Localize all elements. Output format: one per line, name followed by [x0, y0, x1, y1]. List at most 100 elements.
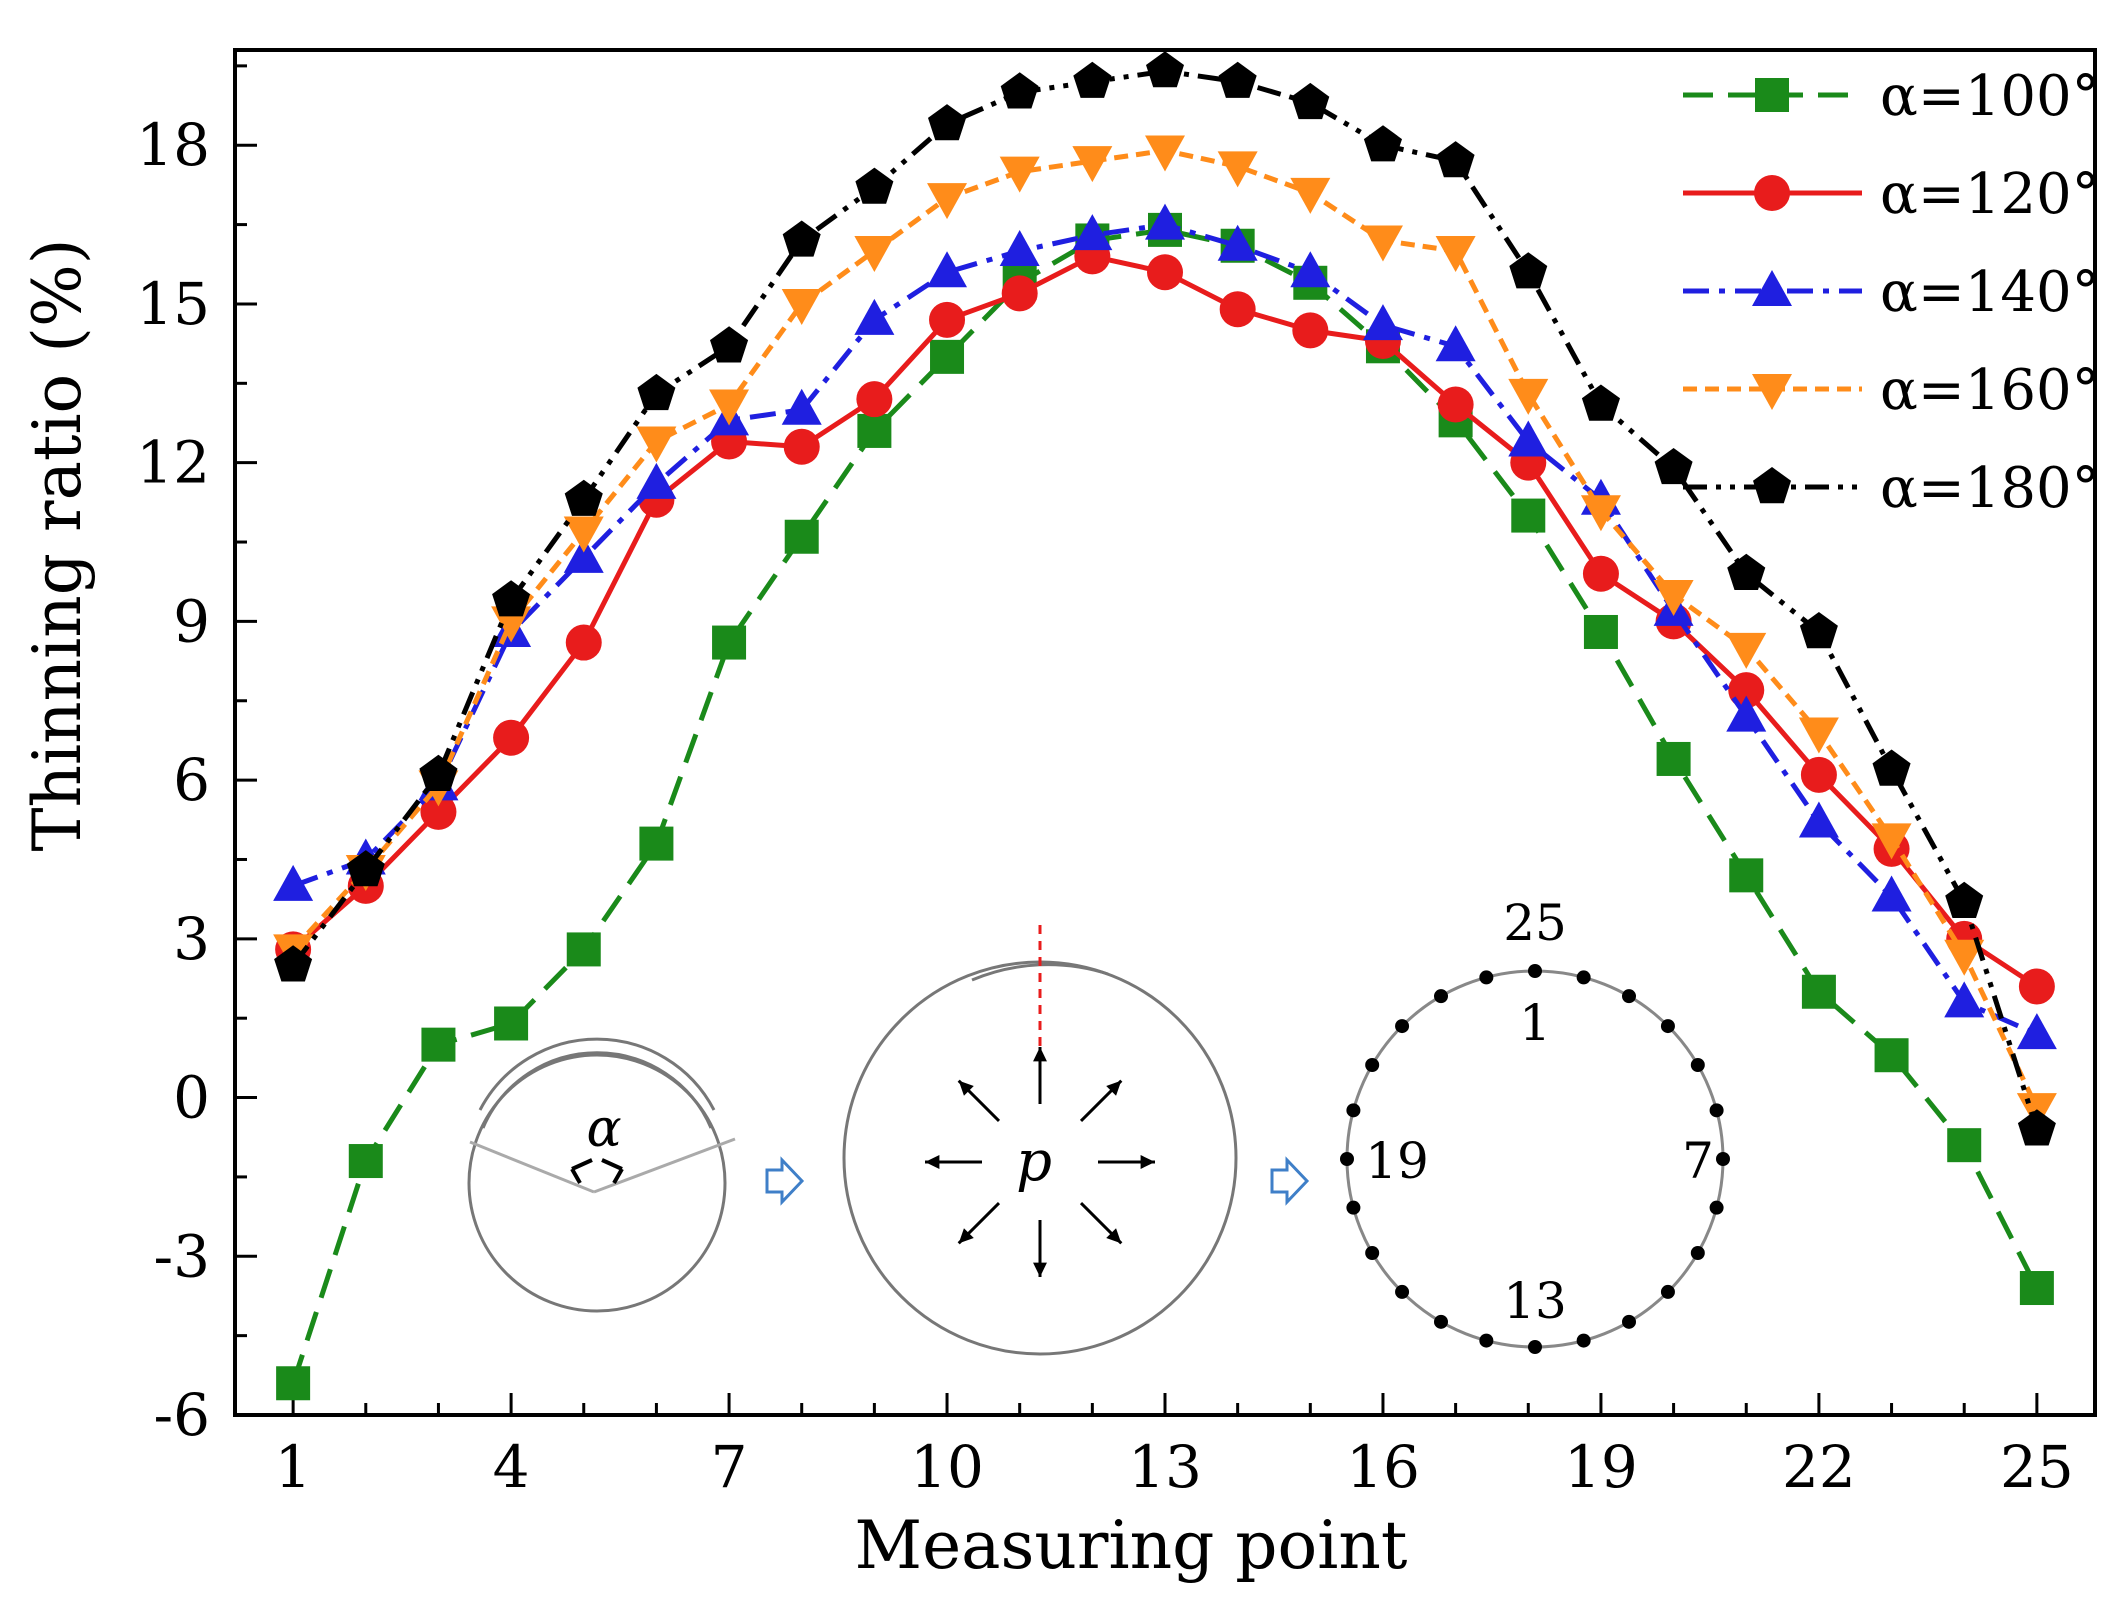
data-point [1073, 61, 1112, 98]
ring-dot [1716, 1152, 1730, 1166]
ring-dot [1528, 1340, 1542, 1354]
x-tick-label: 1 [275, 1433, 312, 1501]
ring-dot [1340, 1152, 1354, 1166]
legend-label: α=120° [1880, 162, 2100, 227]
data-point [1509, 252, 1548, 289]
inset-flow-arrow-1 [765, 1156, 805, 1206]
inset-circle-1 [467, 1053, 727, 1313]
x-tick-label: 16 [1346, 1433, 1420, 1501]
data-point [1798, 801, 1839, 838]
series-4 [274, 51, 2056, 1146]
data-point [928, 104, 967, 141]
data-point [1947, 1128, 1982, 1163]
ring-label-13: 13 [1503, 1272, 1567, 1330]
data-point [855, 167, 894, 204]
data-point [1871, 823, 1912, 860]
data-point [1874, 1038, 1909, 1073]
legend: α=100° α=120° α=140° α=160° α=180° [1683, 64, 2100, 521]
pressure-arrowhead [1033, 1262, 1047, 1277]
ring-dot [1395, 1019, 1410, 1034]
x-tick-label: 4 [493, 1433, 530, 1501]
data-point [276, 1366, 311, 1401]
ring-dot [1660, 1019, 1675, 1034]
data-point [1217, 224, 1258, 261]
series-line [292, 222, 2038, 1037]
ring-dot [1479, 970, 1494, 985]
inset-angle-arrow-left [570, 1158, 593, 1184]
x-tick-label: 22 [1782, 1433, 1856, 1501]
data-point [783, 428, 820, 465]
data-point [1799, 612, 1838, 649]
data-point [999, 230, 1040, 267]
data-point [1000, 72, 1039, 109]
data-point [781, 288, 822, 325]
series-line [291, 253, 2039, 989]
inset-pressure-diagram: p [842, 925, 1238, 1356]
inset-measuring-ring: 25 1 19 7 13 [1340, 894, 1730, 1354]
ring-dot [1479, 1333, 1494, 1348]
data-point [1001, 275, 1038, 312]
data-point [566, 932, 601, 967]
inset-arc-sheet-outer [478, 1037, 716, 1111]
x-tick-label: 25 [2000, 1433, 2074, 1501]
legend-marker [1752, 374, 1792, 410]
data-point [1581, 384, 1620, 421]
data-point [1729, 858, 1764, 893]
data-point [854, 298, 895, 335]
ring-dot [1528, 964, 1542, 978]
ring-dot [1690, 1058, 1705, 1072]
ring-dot [1576, 1333, 1591, 1348]
data-point [1217, 151, 1258, 188]
data-point [348, 1144, 383, 1179]
data-point [1511, 498, 1546, 533]
data-point [1580, 495, 1621, 532]
legend-marker [1753, 467, 1791, 504]
inset-arc-sheet [481, 1051, 713, 1129]
pressure-arrowhead [958, 1080, 974, 1096]
data-point [636, 426, 677, 463]
inset-angle-diagram: α [467, 1037, 736, 1313]
ring-dot [1365, 1058, 1380, 1072]
ring-dot [1395, 1284, 1410, 1299]
data-point [929, 301, 966, 338]
data-point [1801, 974, 1836, 1009]
ring-dot [1709, 1200, 1724, 1215]
data-point [1435, 325, 1476, 362]
y-tick-label: 12 [136, 429, 210, 497]
data-point [273, 864, 314, 901]
data-point [1363, 125, 1402, 162]
data-point [1362, 304, 1403, 341]
ring-label-19: 19 [1365, 1132, 1429, 1190]
ring-dot [1346, 1200, 1361, 1215]
data-point [857, 413, 892, 448]
pressure-arrows [925, 1047, 1155, 1277]
legend-label: α=180° [1880, 456, 2100, 521]
legend-label: α=140° [1880, 260, 2100, 325]
y-tick-label: -3 [154, 1222, 211, 1290]
data-point [639, 826, 674, 861]
y-tick-label: 9 [173, 587, 210, 655]
inset-angle-line-right [593, 1137, 736, 1194]
y-tick-label: 15 [136, 270, 210, 338]
data-point [784, 519, 819, 554]
data-point [1145, 135, 1185, 172]
data-point [2019, 1271, 2054, 1306]
series-2 [273, 203, 2057, 1050]
series-layer [273, 51, 2057, 1401]
ring-dot [1434, 989, 1448, 1004]
ring-dot [1660, 1284, 1675, 1299]
data-point [565, 624, 602, 661]
ring-dot [1622, 989, 1636, 1004]
y-tick-label: 18 [136, 111, 210, 179]
data-point [854, 236, 895, 273]
data-point [709, 389, 750, 426]
legend-marker [1754, 175, 1790, 211]
inset-angle-arrow-right [601, 1158, 624, 1184]
pressure-arrowhead [1140, 1155, 1155, 1169]
data-point [1290, 177, 1331, 214]
data-point [1437, 386, 1474, 423]
y-axis-label: Thinning ratio (%) [19, 239, 96, 852]
data-point [1072, 146, 1113, 183]
data-point [2016, 1013, 2057, 1050]
data-point [563, 516, 604, 553]
